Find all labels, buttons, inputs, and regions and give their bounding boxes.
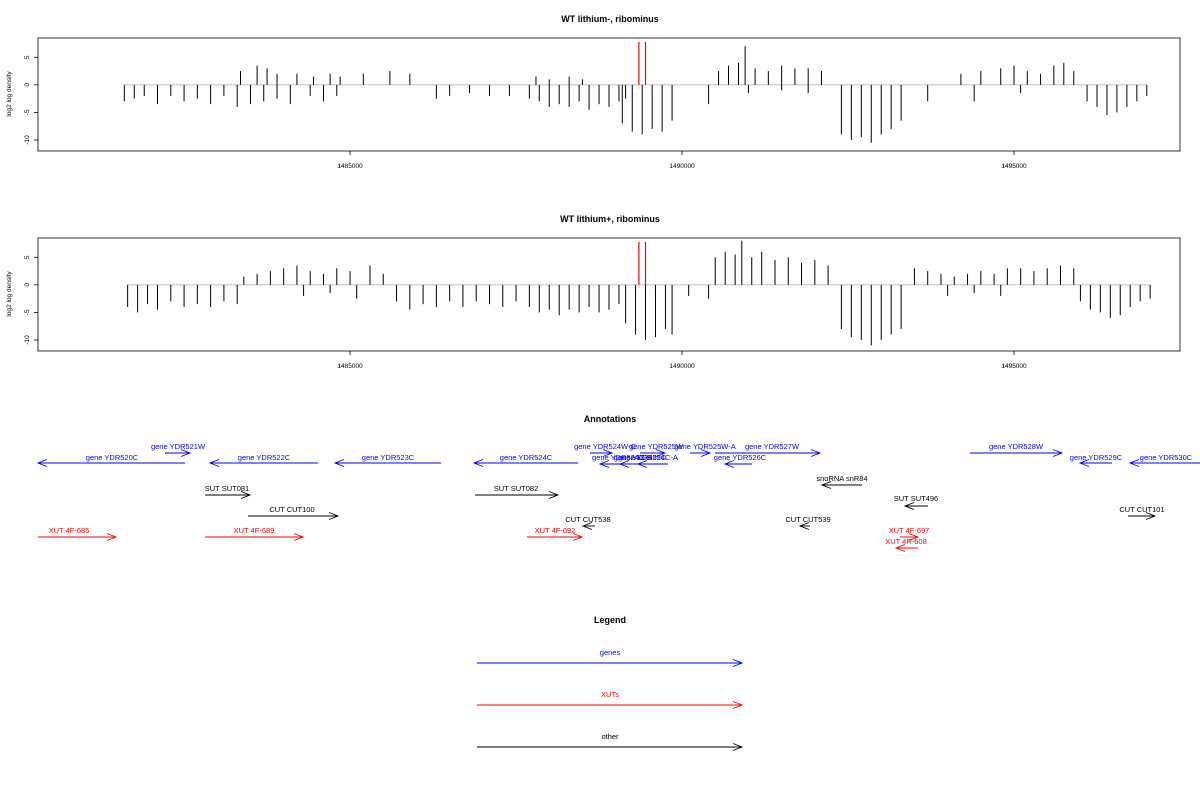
feature-arrow [1078,459,1112,467]
feature-arrow [205,491,252,499]
y-tick-label: -5 [24,109,31,115]
annotation-group: gene YDR520C gene YDR521W gene YDR522C gene… [36,442,1200,552]
feature-arrow [723,460,752,468]
legend-group: genes XUTs other [477,648,744,751]
feature-arrow [618,460,640,468]
track-panel-lithium-plus: WT lithium+, ribominus log2 log density … [6,214,1181,370]
feature-label: gene YDR525W-A [674,442,735,451]
legend: Legend genes XUTs other [477,615,744,751]
feature-label: gene YDR524C-A [618,453,678,462]
y-axis-label: log2 log density [6,71,13,117]
feature-label: gene YDR528W [989,442,1044,451]
legend-label: other [601,732,619,741]
feature-label: gene YDR529C [1070,453,1123,462]
legend-title: Legend [594,615,626,625]
feature-label: gene YDR522C [238,453,291,462]
feature-label: XUT 4F-689 [234,526,275,535]
feature-arrow [798,522,810,530]
feature-label: CUT CUT101 [1119,505,1164,514]
feature-arrow [970,449,1064,457]
feature-arrow [820,481,862,489]
feature-label: gene YDR524C-B [592,453,652,462]
y-tick-label: 0 [24,283,31,287]
plot-frame [37,237,1181,352]
feature-arrow [1128,459,1200,467]
x-tick-label: 1495000 [1001,363,1027,370]
feature-label: SUT SUT496 [894,494,938,503]
x-tick-label: 1485000 [337,363,363,370]
feature-arrow [472,459,578,467]
feature-arrow [690,449,712,457]
feature-label: gene YDR525C [614,453,667,462]
x-tick-label: 1495000 [1001,163,1027,170]
feature-arrow [475,491,560,499]
feature-label: gene YDR524W-C [574,442,636,451]
feature-label: gene YDR525W [629,442,684,451]
feature-label: gene YDR530C [1140,453,1193,462]
feature-label: XUT 4F-697 [889,526,930,535]
panel-title: WT lithium-, ribominus [561,14,659,24]
tick-group: 1485000 1490000 1495000 -10 -5 0 5 [24,255,1027,370]
feature-label: XUT 4F-685 [49,526,90,535]
feature-label: XUT 4F-692 [535,526,576,535]
feature-arrow [333,459,441,467]
legend-arrow [477,659,744,667]
annotations-title: Annotations [584,414,637,424]
y-axis-label: log2 log density [6,271,13,317]
panel-title: WT lithium+, ribominus [560,214,660,224]
bar-group [123,42,1148,143]
feature-arrow [598,460,620,468]
feature-label: XUT 4R-608 [885,537,927,546]
feature-arrow [894,544,918,552]
feature-arrow [1128,512,1157,520]
tick-group: 1485000 1490000 1495000 -10 -5 0 5 [24,55,1027,170]
feature-arrow [581,522,595,530]
feature-label: gene YDR520C [86,453,139,462]
legend-arrow [477,743,744,751]
feature-label: gene YDR524C [500,453,553,462]
feature-arrow [640,449,667,457]
feature-arrow [900,533,920,541]
feature-label: gene YDR527W [745,442,800,451]
feature-label: CUT CUT539 [785,515,830,524]
legend-label: genes [600,648,621,657]
feature-arrow [38,533,118,541]
legend-label: XUTs [601,690,619,699]
feature-arrow [636,460,668,468]
feature-label: CUT CUT100 [269,505,314,514]
bar-group [127,240,1151,346]
feature-label: gene YDR523C [362,453,415,462]
feature-arrow [205,533,305,541]
y-tick-label: 5 [24,55,31,59]
y-tick-label: -10 [24,335,31,345]
feature-arrow [590,449,614,457]
legend-arrow [477,701,744,709]
x-tick-label: 1490000 [669,163,695,170]
plot-frame [37,37,1181,152]
feature-label: CUT CUT538 [565,515,610,524]
feature-label: gene YDR521W [151,442,206,451]
feature-label: SUT SUT082 [494,484,538,493]
feature-arrow [36,459,185,467]
y-tick-label: -10 [24,135,31,145]
feature-arrow [715,449,822,457]
feature-arrow [527,533,584,541]
feature-label: snoRNA snR84 [816,474,867,483]
feature-label: SUT SUT081 [205,484,249,493]
feature-label: gene YDR526C [714,453,767,462]
x-tick-label: 1490000 [669,363,695,370]
y-tick-label: -5 [24,309,31,315]
feature-arrow [248,512,340,520]
feature-arrow [903,502,928,510]
y-tick-label: 5 [24,255,31,259]
feature-arrow [208,459,318,467]
x-tick-label: 1485000 [337,163,363,170]
feature-arrow [165,449,192,457]
track-panel-lithium-minus: WT lithium-, ribominus log2 log density … [6,14,1181,170]
y-tick-label: 0 [24,83,31,87]
